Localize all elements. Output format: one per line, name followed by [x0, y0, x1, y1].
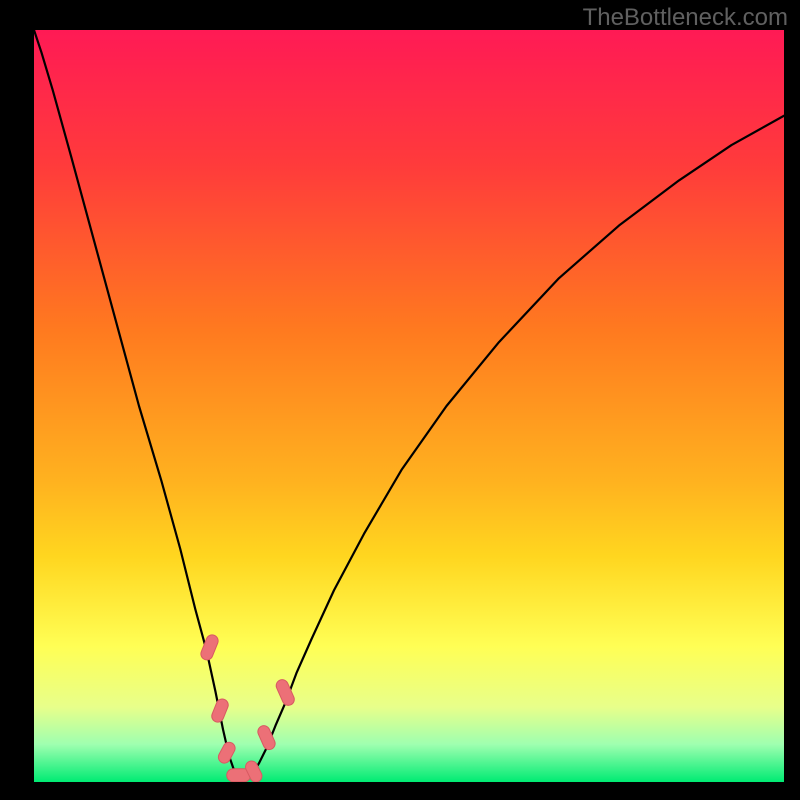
chart-root: TheBottleneck.com: [0, 0, 800, 800]
watermark-text: TheBottleneck.com: [583, 4, 788, 32]
plot-svg: [34, 30, 784, 782]
marker-point: [216, 740, 237, 765]
bottleneck-curve: [34, 30, 784, 781]
plot-area: [34, 30, 784, 782]
marker-point: [210, 697, 230, 724]
